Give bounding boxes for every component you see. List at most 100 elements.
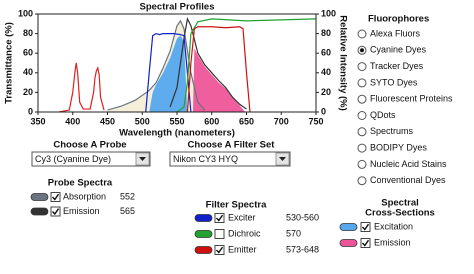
radio-button[interactable] [357,29,367,39]
panel-title: Spectral [381,198,419,209]
select-box[interactable] [31,151,151,167]
y-tick-label: 40 [23,67,33,77]
x-tick-label: 350 [30,116,45,126]
legend-swatch [194,214,213,222]
radio-dot [360,48,364,53]
select-arrow [139,157,146,161]
legend-value: 552 [120,191,135,201]
legend-value: 565 [120,206,135,216]
y2-tick-label: 80 [321,28,331,38]
select-box[interactable] [169,151,291,167]
filter-select[interactable]: Nikon CY3 HYQ [169,151,291,167]
radio-label[interactable]: Conventional Dyes [370,175,446,185]
select-arrow [279,157,286,161]
checkbox[interactable] [360,222,371,232]
checkmark [51,208,60,216]
radio-button[interactable] [357,159,367,169]
x-tick-label: 450 [100,116,115,126]
radio-label[interactable]: BODIPY Dyes [370,142,427,152]
y2-axis-label: Relative Intensity (%) [337,15,348,111]
x-tick-label: 550 [169,116,184,126]
y-axis-label: Transmittance (%) [4,22,15,104]
legend-label: Emitter [228,244,257,254]
legend-label: Absorption [63,191,106,201]
radio-button[interactable] [357,127,367,137]
radio-label[interactable]: Nucleic Acid Stains [370,159,447,169]
panel-title: Choose A Probe [53,140,126,151]
x-tick-label: 650 [239,116,254,126]
radio-button[interactable] [357,111,367,120]
legend-value: 570 [286,228,301,238]
radio-label[interactable]: SYTO Dyes [370,77,418,87]
spectrum-line [186,26,251,113]
legend-swatch [339,239,358,247]
checkmark [215,246,224,254]
panel-title: Choose A Filter Set [188,140,276,151]
y-tick-label: 20 [23,87,33,97]
select-value: Nikon CY3 HYQ [173,154,238,164]
checkmark [361,239,370,247]
legend-label: Dichroic [228,228,261,238]
panel-title: Probe Spectra [48,178,113,189]
legend-label: Emission [374,237,411,247]
y2-tick-label: 40 [321,67,331,77]
radio-button[interactable] [357,176,367,186]
spectrum-line [107,19,206,111]
legend-swatch [194,246,213,254]
panel-title: Fluorophores [368,14,429,25]
legend-value: 573-648 [286,244,319,254]
spectrum-line [58,62,105,113]
radio-label[interactable]: Cyanine Dyes [370,45,427,55]
radio-label[interactable]: Tracker Dyes [370,61,424,71]
checkbox[interactable] [50,206,61,217]
radio-label[interactable]: QDots [370,110,396,120]
checkbox[interactable] [214,229,225,239]
x-tick-label: 400 [65,116,80,126]
checkmark [361,223,370,231]
checkbox[interactable] [360,238,371,248]
legend-swatch [194,230,213,238]
legend-value: 530-560 [286,212,319,222]
radio-label[interactable]: Fluorescent Proteins [370,94,453,104]
cross-section-area [149,35,188,113]
checkmark [51,193,60,201]
x-tick-label: 500 [135,116,150,126]
y-tick-label: 60 [23,48,33,58]
legend-swatch [30,193,49,201]
checkbox[interactable] [50,192,61,202]
x-axis-label: Wavelength (nanometers) [119,128,235,139]
radio-button[interactable] [357,94,367,104]
legend-swatch [30,207,49,216]
spectrum-line [176,18,317,113]
cross-section-area [192,48,246,112]
spectrum-line [145,32,192,113]
select-value: Cy3 (Cyanine Dye) [35,154,111,164]
y2-tick-label: 20 [321,87,331,97]
y-tick-label: 80 [23,28,33,38]
checkbox[interactable] [214,245,225,255]
radio-button[interactable] [357,143,367,153]
y2-tick-label: 100 [321,8,336,18]
legend-swatch [339,223,358,231]
checkbox[interactable] [214,213,225,223]
legend-label: Emission [63,206,100,216]
y2-tick-label: 0 [321,106,326,116]
radio-label[interactable]: Alexa Fluors [370,28,421,38]
chart-title: Spectral Profiles [140,2,215,13]
panel-title: Cross-Sections [365,208,435,219]
checkmark [215,214,224,222]
y2-tick-label: 60 [321,48,331,58]
legend-label: Exciter [228,212,256,222]
panel-title: Filter Spectra [206,200,267,211]
radio-button[interactable] [357,62,367,72]
y-tick-label: 0 [28,106,33,116]
radio-button[interactable] [357,78,367,88]
radio-label[interactable]: Spectrums [370,126,414,136]
legend-label: Excitation [374,221,413,231]
y-tick-label: 100 [18,8,33,18]
x-tick-label: 700 [274,116,289,126]
probe-select[interactable]: Cy3 (Cyanine Dye) [31,151,151,167]
x-tick-label: 600 [204,116,219,126]
x-tick-label: 750 [308,116,323,126]
